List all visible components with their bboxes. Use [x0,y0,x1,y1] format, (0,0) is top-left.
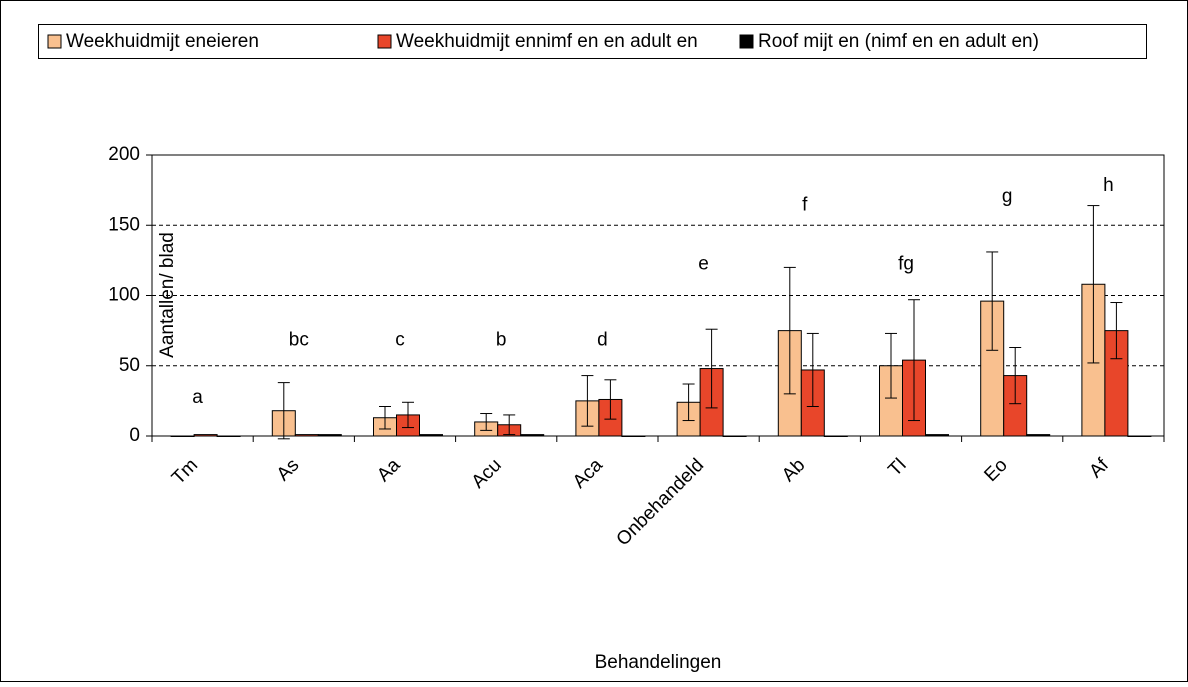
error-bar [480,413,493,431]
error-bar [806,332,819,407]
bar [216,435,241,437]
annotation: e [698,254,709,275]
error-bar [986,251,999,351]
error-bar [783,266,796,395]
legend-swatch [739,34,754,49]
error-bar [402,401,414,429]
bar [170,435,195,437]
y-tick-label: 100 [108,285,140,306]
y-tick-label: 50 [119,355,140,376]
bar [925,434,949,437]
error-bar [503,414,516,436]
bar [294,434,319,437]
error-bar [379,405,391,430]
annotation: f [802,195,808,216]
bar [317,434,342,437]
legend-swatch [47,34,62,49]
error-bar [1009,346,1022,405]
legend-label: Roof mijt en (nimf en en adult en) [758,31,1039,52]
legend-swatch [377,34,392,49]
legend-label: Weekhuidmijt ennimf en en adult en [396,31,698,52]
error-bar [885,332,897,399]
legend-box [38,24,1147,59]
x-axis-label: Behandelingen [595,652,722,673]
error-bar [277,382,290,440]
bar [1026,434,1051,437]
annotation: fg [898,254,914,275]
annotation: g [1002,186,1013,207]
error-bar [581,375,594,427]
annotation: d [597,329,608,350]
annotation: bc [289,329,309,350]
error-bar [1087,205,1100,364]
bar [419,434,443,437]
bar [621,435,646,437]
annotation: b [496,329,507,350]
bar [1127,435,1152,437]
error-bar [705,328,718,409]
y-tick-label: 0 [129,425,140,446]
y-tick-label: 200 [108,144,140,165]
legend-label: Weekhuidmijt eneieren [66,31,259,52]
error-bar [604,379,617,420]
bar [520,434,545,437]
error-bar [908,299,920,422]
error-bar [1110,302,1123,360]
y-tick-label: 150 [108,214,140,235]
annotation: c [395,329,405,350]
error-bar [682,383,695,422]
bar [823,435,848,437]
annotation: a [192,387,203,408]
bar [193,434,218,437]
annotation: h [1103,175,1114,196]
bar [722,435,747,437]
